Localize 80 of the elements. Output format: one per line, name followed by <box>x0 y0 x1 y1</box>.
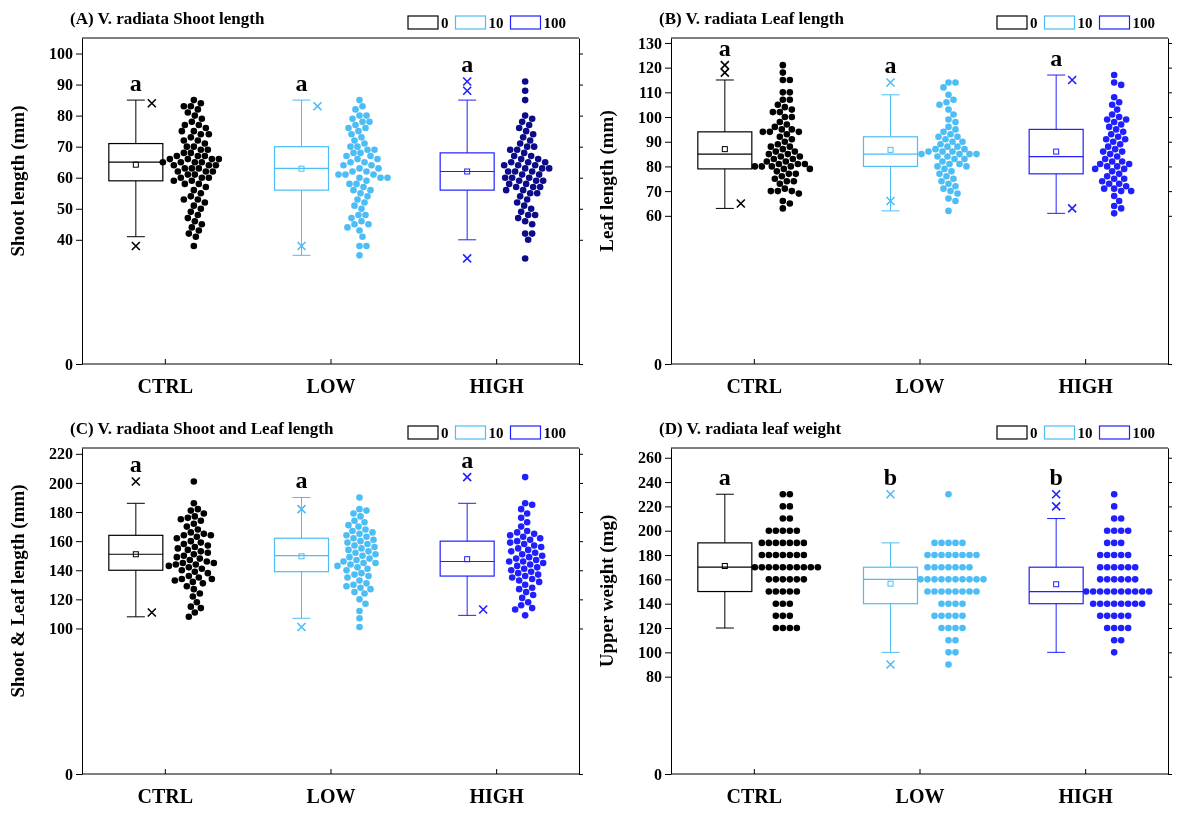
x-tick-label: CTRL <box>137 785 194 807</box>
x-tick-label: HIGH <box>469 785 525 807</box>
y-tick-label: 160 <box>49 532 73 550</box>
y-tick-label: 120 <box>638 59 662 77</box>
y-tick-label: 0 <box>654 765 662 783</box>
y-tick-label: 200 <box>49 474 73 492</box>
annotation: a <box>461 51 474 78</box>
y-tick-label: 40 <box>57 231 73 249</box>
annotation: a <box>884 52 897 79</box>
x-tick-label: LOW <box>306 375 356 397</box>
y-tick-label: 100 <box>49 620 73 638</box>
y-tick-label: 160 <box>638 570 662 588</box>
y-tick-label: 200 <box>638 522 662 540</box>
legend-label: 0 <box>1030 15 1038 31</box>
y-tick-label: 60 <box>646 207 662 225</box>
legend-label: 10 <box>488 425 504 441</box>
chart-title: (C) V. radiata Shoot and Leaf length <box>70 419 334 438</box>
x-tick-label: CTRL <box>726 375 783 397</box>
x-tick-label: HIGH <box>1058 785 1114 807</box>
x-tick-label: HIGH <box>469 375 525 397</box>
y-tick-label: 110 <box>638 83 662 101</box>
annotation: a <box>461 447 474 474</box>
x-tick-label: CTRL <box>726 785 783 807</box>
y-tick-label: 220 <box>638 498 662 516</box>
legend-label: 0 <box>1030 425 1038 441</box>
chart-title: (D) V. radiata leaf weight <box>659 419 842 438</box>
y-axis-title: Shoot length (mm) <box>7 105 29 257</box>
y-tick-label: 80 <box>646 668 662 686</box>
legend-label: 10 <box>1077 425 1093 441</box>
annotation: a <box>718 464 731 491</box>
legend-label: 0 <box>441 15 449 31</box>
y-tick-label: 70 <box>646 182 662 200</box>
y-tick-label: 0 <box>654 355 662 373</box>
legend-label: 100 <box>543 15 566 31</box>
y-tick-label: 140 <box>638 595 662 613</box>
y-tick-label: 130 <box>638 34 662 52</box>
y-tick-label: 100 <box>638 643 662 661</box>
y-tick-label: 0 <box>65 355 73 373</box>
legend-label: 100 <box>1132 425 1155 441</box>
y-tick-label: 240 <box>638 473 662 491</box>
y-tick-label: 60 <box>57 169 73 187</box>
y-tick-label: 100 <box>49 45 73 63</box>
chart-title: (B) V. radiata Leaf length <box>659 9 845 28</box>
legend-label: 100 <box>1132 15 1155 31</box>
y-tick-label: 90 <box>57 76 73 94</box>
x-tick-label: LOW <box>895 785 945 807</box>
x-tick-label: CTRL <box>137 375 194 397</box>
y-tick-label: 120 <box>49 590 73 608</box>
legend-label: 10 <box>488 15 504 31</box>
chart-title: (A) V. radiata Shoot length <box>70 9 265 28</box>
annotation: a <box>129 451 142 478</box>
y-tick-label: 70 <box>57 138 73 156</box>
x-tick-label: LOW <box>895 375 945 397</box>
annotation: a <box>295 70 308 97</box>
y-tick-label: 220 <box>49 445 73 463</box>
y-tick-label: 260 <box>638 449 662 467</box>
legend-label: 100 <box>543 425 566 441</box>
y-tick-label: 180 <box>638 546 662 564</box>
y-axis-title: Leaf length (mm) <box>596 110 618 252</box>
y-tick-label: 80 <box>57 107 73 125</box>
y-axis-title: Shoot & Leaf length (mm) <box>7 484 29 698</box>
y-axis-title: Upper weight (mg) <box>596 514 618 668</box>
annotation: a <box>295 467 308 494</box>
annotation: a <box>718 35 731 62</box>
y-tick-label: 180 <box>49 503 73 521</box>
y-tick-label: 80 <box>646 158 662 176</box>
annotation: b <box>1049 464 1063 491</box>
annotation: a <box>129 70 142 97</box>
legend-label: 0 <box>441 425 449 441</box>
y-tick-label: 120 <box>638 619 662 637</box>
annotation: a <box>1050 45 1063 72</box>
x-tick-label: LOW <box>306 785 356 807</box>
x-tick-label: HIGH <box>1058 375 1114 397</box>
legend-label: 10 <box>1077 15 1093 31</box>
y-tick-label: 90 <box>646 133 662 151</box>
y-tick-label: 100 <box>638 108 662 126</box>
y-tick-label: 0 <box>65 765 73 783</box>
annotation: b <box>883 464 898 491</box>
y-tick-label: 50 <box>57 200 73 218</box>
y-tick-label: 140 <box>49 561 73 579</box>
